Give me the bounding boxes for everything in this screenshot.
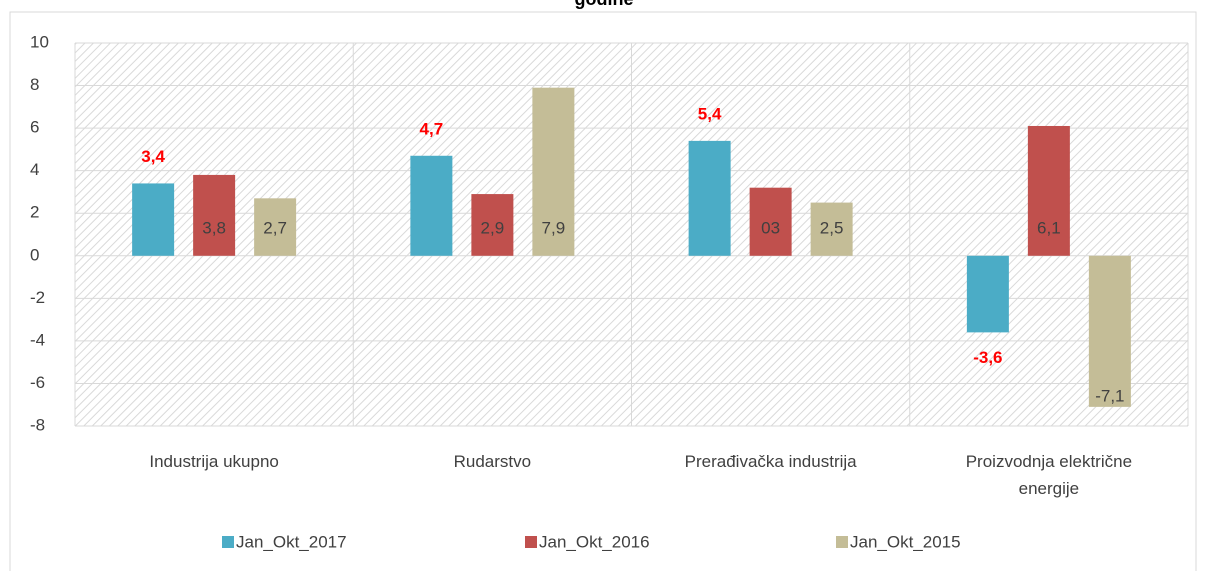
- bar: [1027, 125, 1070, 256]
- data-label: 3,4: [141, 147, 165, 166]
- data-label: 03: [761, 218, 780, 237]
- bar: [532, 87, 575, 256]
- y-tick-label: 10: [30, 32, 49, 51]
- bar: [749, 187, 792, 256]
- bar: [966, 255, 1009, 333]
- bar: [132, 183, 175, 256]
- data-label: 6,1: [1037, 218, 1061, 237]
- data-label: 4,7: [420, 119, 444, 138]
- legend-label: Jan_Okt_2015: [850, 532, 961, 551]
- y-tick-label: 2: [30, 203, 39, 222]
- legend-label: Jan_Okt_2017: [236, 532, 347, 551]
- y-tick-label: -8: [30, 415, 45, 434]
- y-tick-label: 4: [30, 160, 39, 179]
- data-label: 2,5: [820, 218, 844, 237]
- legend-swatch: [836, 536, 848, 548]
- data-label: 5,4: [698, 104, 722, 123]
- y-tick-label: 8: [30, 75, 39, 94]
- y-tick-label: 0: [30, 245, 39, 264]
- bar: [688, 140, 731, 256]
- y-tick-label: -2: [30, 288, 45, 307]
- y-tick-label: 6: [30, 118, 39, 137]
- chart-title: godine: [575, 0, 634, 9]
- data-label: -7,1: [1095, 386, 1124, 405]
- data-label: 2,9: [481, 218, 505, 237]
- legend-swatch: [222, 536, 234, 548]
- x-tick-label: Prerađivačka industrija: [685, 452, 858, 471]
- bar: [810, 202, 853, 256]
- data-label: -3,6: [973, 348, 1002, 367]
- bar: [254, 198, 297, 256]
- bar: [410, 155, 453, 256]
- y-tick-label: -6: [30, 373, 45, 392]
- bar: [471, 194, 514, 256]
- chart-border: [9, 11, 1197, 576]
- x-tick-label: Rudarstvo: [454, 452, 531, 471]
- bar: [193, 174, 236, 256]
- x-tick-label: Proizvodnja električne energije: [966, 452, 1132, 498]
- x-tick-label: Industrija ukupno: [149, 452, 278, 471]
- data-label: 7,9: [542, 218, 566, 237]
- legend-swatch: [525, 536, 537, 548]
- legend-label: Jan_Okt_2016: [539, 532, 650, 551]
- bar: [1088, 255, 1131, 407]
- y-tick-label: -4: [30, 330, 45, 349]
- data-label: 3,8: [202, 218, 226, 237]
- data-label: 2,7: [263, 218, 287, 237]
